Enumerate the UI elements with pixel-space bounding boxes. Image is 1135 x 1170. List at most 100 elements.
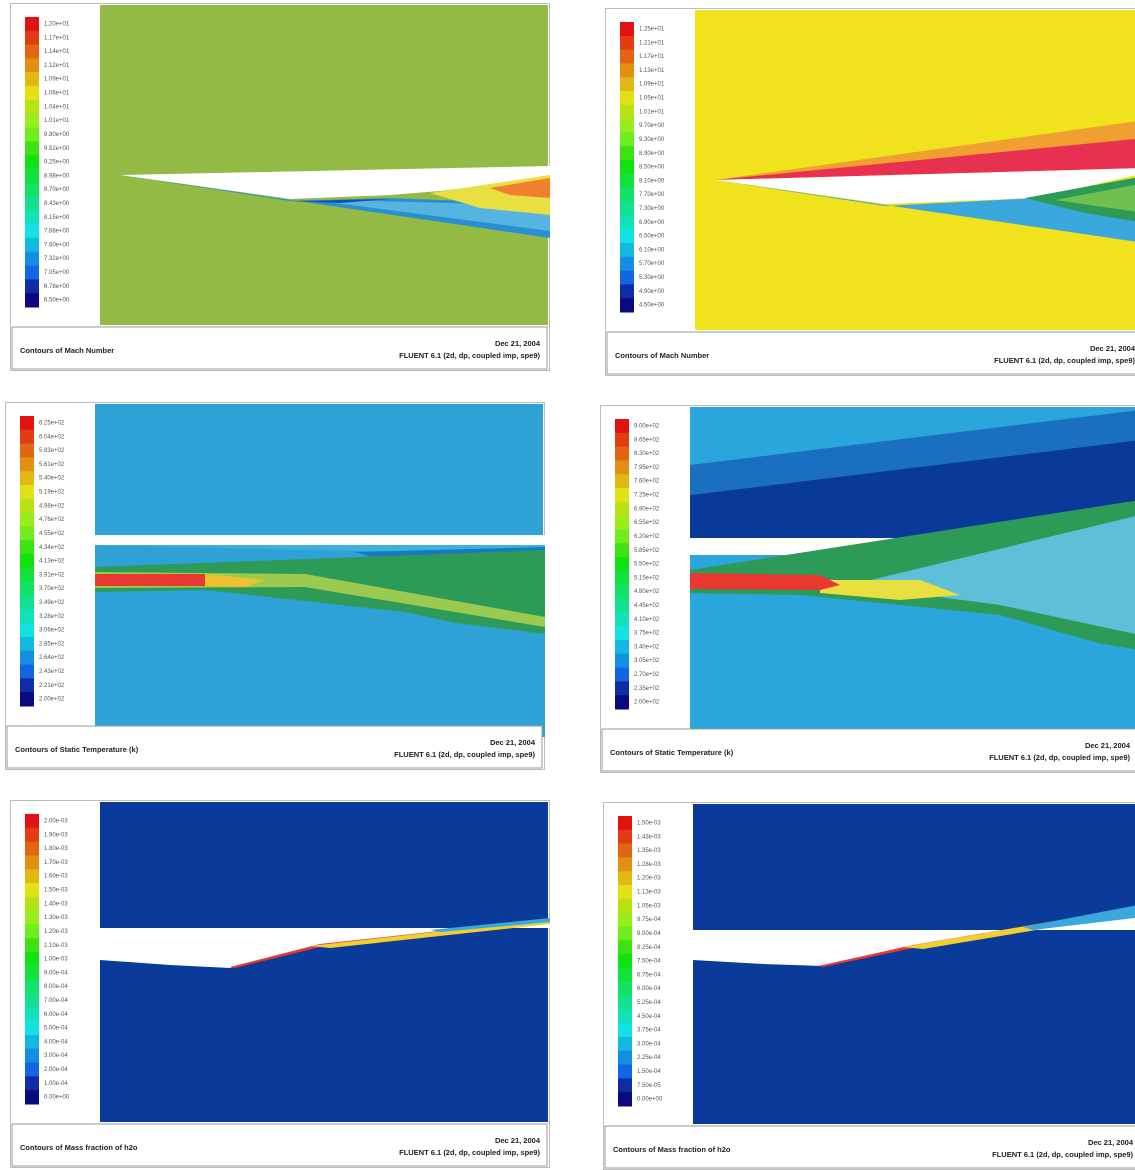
colorbar-label: 4.76e+02 (39, 517, 65, 523)
colorbar-swatch (615, 626, 629, 640)
colorbar-swatch (25, 842, 39, 856)
colorbar-label: 3.49e+02 (39, 600, 65, 606)
colorbar-swatch (618, 913, 632, 927)
colorbar-swatch (20, 471, 34, 485)
caption-title: Contours of Mach Number (615, 351, 709, 360)
colorbar-swatch (615, 668, 629, 682)
colorbar-label: 3.06e+02 (39, 628, 65, 634)
colorbar-swatch (25, 924, 39, 938)
colorbar-label: 1.21e+01 (639, 40, 665, 46)
colorbar-swatch (615, 695, 629, 709)
colorbar-swatch (20, 651, 34, 665)
colorbar-swatch (615, 543, 629, 557)
colorbar-swatch (615, 654, 629, 668)
colorbar-label: 1.43e-03 (637, 834, 661, 840)
colorbar-label: 7.95e+02 (634, 465, 660, 471)
colorbar-label: 1.05e+01 (639, 96, 665, 102)
colorbar-swatch (20, 678, 34, 692)
colorbar-label: 9.00e-04 (44, 970, 68, 976)
colorbar-label: 1.20e-03 (44, 929, 68, 935)
colorbar-label: 9.75e-04 (637, 917, 661, 923)
caption-solver: FLUENT 6.1 (2d, dp, coupled imp, spe9) (394, 750, 535, 759)
caption-title: Contours of Mass fraction of h2o (20, 1143, 138, 1152)
colorbar-label: 7.88e+00 (44, 229, 70, 235)
colorbar-swatch (620, 298, 634, 312)
colorbar-label: 1.14e+01 (44, 49, 70, 55)
colorbar-label: 1.13e-03 (637, 890, 661, 896)
colorbar-label: 3.40e+02 (634, 644, 660, 650)
colorbar-swatch (25, 1035, 39, 1049)
colorbar-label: 7.25e+02 (634, 493, 660, 499)
colorbar-swatch (615, 585, 629, 599)
colorbar-label: 3.70e+02 (39, 586, 65, 592)
colorbar-swatch (615, 612, 629, 626)
colorbar-swatch (20, 513, 34, 527)
caption-date: Dec 21, 2004 (1088, 1138, 1134, 1147)
colorbar-swatch (25, 855, 39, 869)
caption-date: Dec 21, 2004 (495, 1136, 541, 1145)
caption-title: Contours of Mass fraction of h2o (613, 1145, 731, 1154)
colorbar-swatch (620, 284, 634, 298)
colorbar-swatch (620, 105, 634, 119)
colorbar-label: 7.32e+00 (44, 256, 70, 262)
colorbar-swatch (25, 72, 39, 86)
colorbar-label: 2.70e+02 (634, 672, 660, 678)
colorbar-label: 8.70e+00 (44, 187, 70, 193)
colorbar-label: 3.00e-04 (637, 1041, 661, 1047)
colorbar-swatch (25, 1063, 39, 1077)
colorbar-swatch (618, 899, 632, 913)
caption-date: Dec 21, 2004 (1090, 344, 1135, 353)
colorbar-label: 5.83e+02 (39, 448, 65, 454)
colorbar-label: 9.52e+00 (44, 146, 70, 152)
colorbar-label: 3.75e+02 (634, 631, 660, 637)
colorbar-swatch (20, 665, 34, 679)
colorbar-swatch (25, 197, 39, 211)
colorbar-label: 3.00e-04 (44, 1053, 68, 1059)
colorbar-swatch (20, 623, 34, 637)
colorbar-swatch (25, 141, 39, 155)
colorbar-swatch (25, 911, 39, 925)
caption-title: Contours of Mach Number (20, 346, 114, 355)
colorbar-swatch (25, 31, 39, 45)
colorbar-label: 2.00e+02 (634, 700, 660, 706)
colorbar-swatch (615, 447, 629, 461)
colorbar-label: 5.25e-04 (637, 1000, 661, 1006)
colorbar-swatch (25, 828, 39, 842)
colorbar-swatch (620, 22, 634, 36)
colorbar-swatch (620, 77, 634, 91)
colorbar-label: 9.70e+00 (639, 123, 665, 129)
colorbar-swatch (20, 692, 34, 706)
colorbar-label: 6.04e+02 (39, 434, 65, 440)
colorbar-label: 1.13e+01 (639, 68, 665, 74)
colorbar-swatch (618, 830, 632, 844)
colorbar-label: 1.35e-03 (637, 848, 661, 854)
colorbar-swatch (618, 1009, 632, 1023)
colorbar-swatch (25, 994, 39, 1008)
colorbar-label: 1.00e-04 (44, 1081, 68, 1087)
colorbar-label: 5.70e+00 (639, 261, 665, 267)
colorbar-label: 4.50e+00 (639, 303, 665, 309)
colorbar-swatch (20, 554, 34, 568)
caption-solver: FLUENT 6.1 (2d, dp, coupled imp, spe9) (992, 1150, 1133, 1159)
colorbar-swatch (25, 155, 39, 169)
colorbar-label: 6.50e+00 (44, 298, 70, 304)
colorbar-swatch (20, 540, 34, 554)
colorbar-label: 1.90e-03 (44, 832, 68, 838)
colorbar-label: 1.50e-03 (637, 820, 661, 826)
colorbar-swatch (618, 1065, 632, 1079)
colorbar-swatch (25, 1007, 39, 1021)
colorbar-swatch (25, 238, 39, 252)
caption-solver: FLUENT 6.1 (2d, dp, coupled imp, spe9) (989, 753, 1130, 762)
colorbar-label: 3.91e+02 (39, 572, 65, 578)
colorbar-label: 7.30e+00 (639, 206, 665, 212)
colorbar-label: 9.00e-04 (637, 931, 661, 937)
colorbar-swatch (615, 502, 629, 516)
caption-solver: FLUENT 6.1 (2d, dp, coupled imp, spe9) (399, 351, 540, 360)
colorbar-label: 3.75e-04 (637, 1028, 661, 1034)
colorbar-swatch (25, 883, 39, 897)
colorbar-label: 1.30e-03 (44, 915, 68, 921)
colorbar-label: 5.15e+02 (634, 575, 660, 581)
colorbar-label: 8.25e-04 (637, 945, 661, 951)
colorbar-swatch (620, 119, 634, 133)
colorbar-swatch (615, 433, 629, 447)
